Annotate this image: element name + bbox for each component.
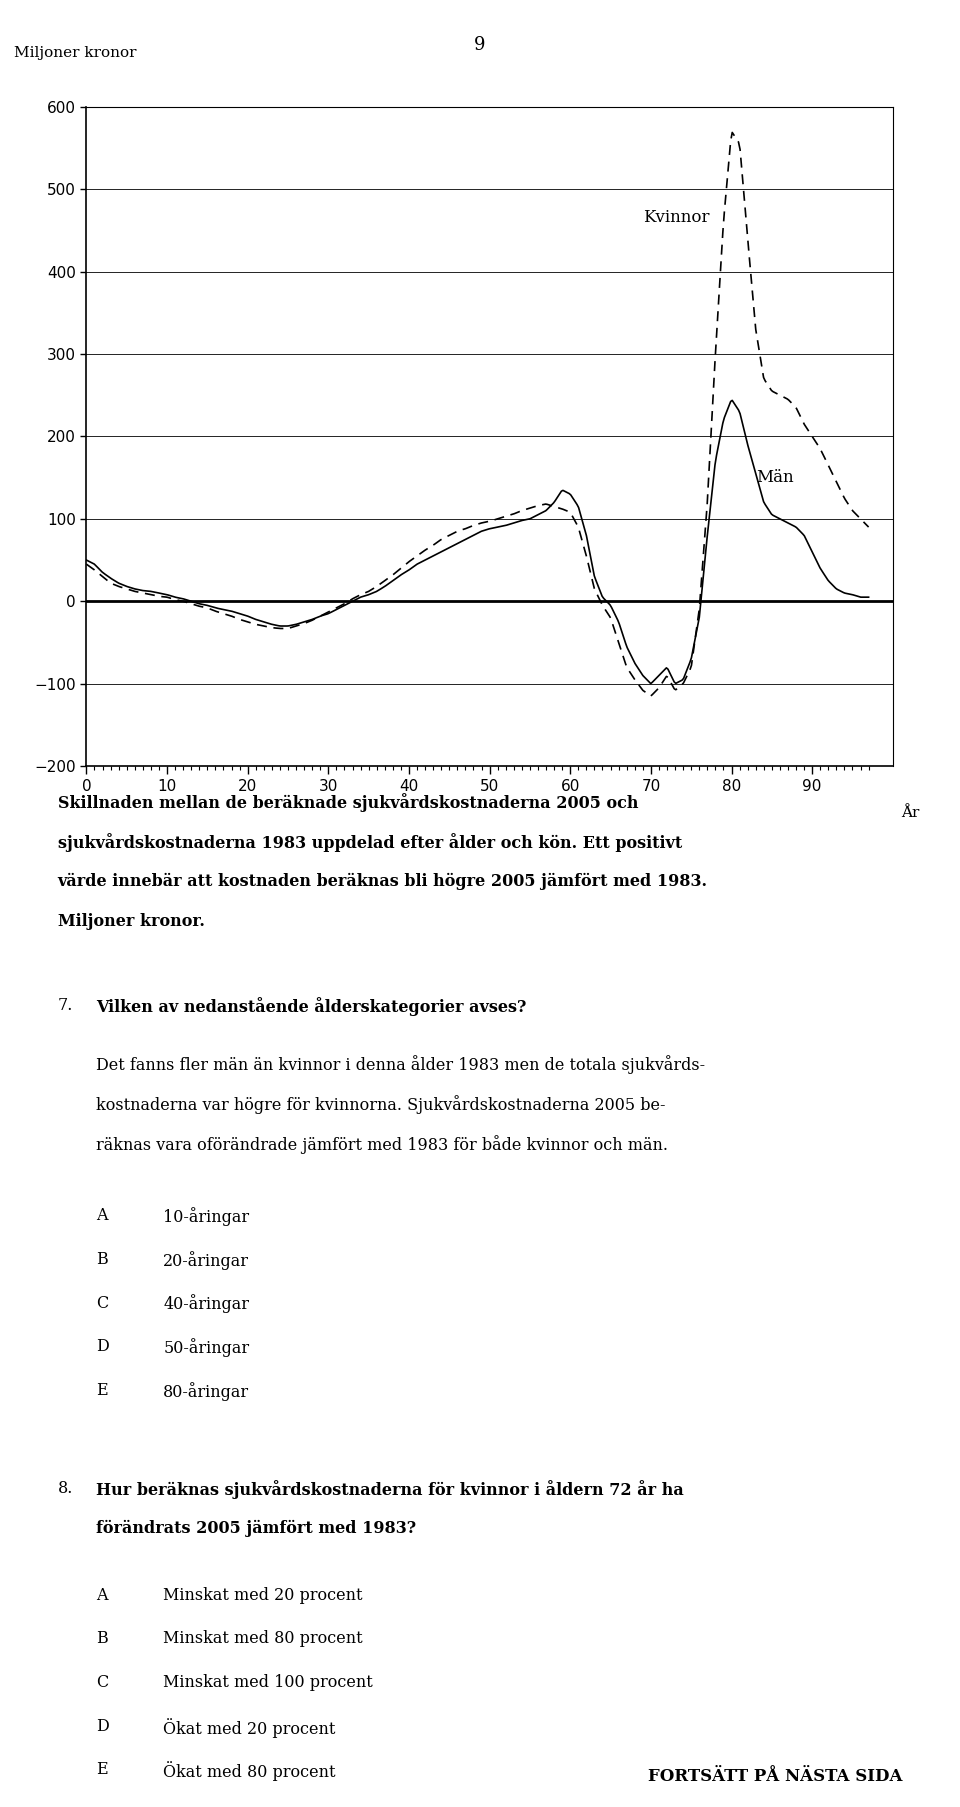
Text: Kvinnor: Kvinnor (643, 210, 709, 226)
Text: Minskat med 20 procent: Minskat med 20 procent (163, 1587, 363, 1603)
Text: 7.: 7. (58, 997, 73, 1014)
Text: Det fanns fler män än kvinnor i denna ålder 1983 men de totala sjukvårds-: Det fanns fler män än kvinnor i denna ål… (96, 1055, 706, 1073)
Text: Ökat med 80 procent: Ökat med 80 procent (163, 1762, 336, 1782)
Text: A: A (96, 1207, 108, 1223)
Text: förändrats 2005 jämfört med 1983?: förändrats 2005 jämfört med 1983? (96, 1520, 416, 1536)
Text: A: A (96, 1587, 108, 1603)
Text: E: E (96, 1382, 108, 1399)
Text: C: C (96, 1673, 108, 1691)
Text: B: B (96, 1630, 108, 1648)
Text: 20-åringar: 20-åringar (163, 1250, 250, 1270)
Text: FORTSÄTT PÅ NÄSTA SIDA: FORTSÄTT PÅ NÄSTA SIDA (648, 1769, 902, 1785)
Text: 8.: 8. (58, 1480, 73, 1496)
Text: kostnaderna var högre för kvinnorna. Sjukvårdskostnaderna 2005 be-: kostnaderna var högre för kvinnorna. Sju… (96, 1095, 665, 1113)
Text: 40-åringar: 40-åringar (163, 1294, 250, 1314)
Text: 50-åringar: 50-åringar (163, 1339, 250, 1357)
Text: Skillnaden mellan de beräknade sjukvårdskostnaderna 2005 och: Skillnaden mellan de beräknade sjukvårds… (58, 793, 638, 811)
Text: 80-åringar: 80-åringar (163, 1382, 250, 1400)
Text: Män: Män (756, 468, 793, 486)
Text: År: År (900, 806, 920, 820)
Text: B: B (96, 1250, 108, 1269)
Text: D: D (96, 1339, 108, 1355)
Text: Minskat med 80 procent: Minskat med 80 procent (163, 1630, 363, 1648)
Text: D: D (96, 1718, 108, 1735)
Text: Minskat med 100 procent: Minskat med 100 procent (163, 1673, 372, 1691)
Text: Ökat med 20 procent: Ökat med 20 procent (163, 1718, 336, 1738)
Text: E: E (96, 1762, 108, 1778)
Text: Miljoner kronor: Miljoner kronor (13, 47, 136, 60)
Text: 10-åringar: 10-åringar (163, 1207, 250, 1225)
Text: C: C (96, 1294, 108, 1312)
Text: Miljoner kronor.: Miljoner kronor. (58, 913, 204, 929)
Text: räknas vara oförändrade jämfört med 1983 för både kvinnor och män.: räknas vara oförändrade jämfört med 1983… (96, 1135, 668, 1153)
Text: 9: 9 (474, 36, 486, 54)
Text: värde innebär att kostnaden beräknas bli högre 2005 jämfört med 1983.: värde innebär att kostnaden beräknas bli… (58, 873, 708, 889)
Text: sjukvårdskostnaderna 1983 uppdelad efter ålder och kön. Ett positivt: sjukvårdskostnaderna 1983 uppdelad efter… (58, 833, 682, 851)
Text: Vilken av nedanstående ålderskategorier avses?: Vilken av nedanstående ålderskategorier … (96, 997, 526, 1016)
Text: Hur beräknas sjukvårdskostnaderna för kvinnor i åldern 72 år ha: Hur beräknas sjukvårdskostnaderna för kv… (96, 1480, 684, 1498)
